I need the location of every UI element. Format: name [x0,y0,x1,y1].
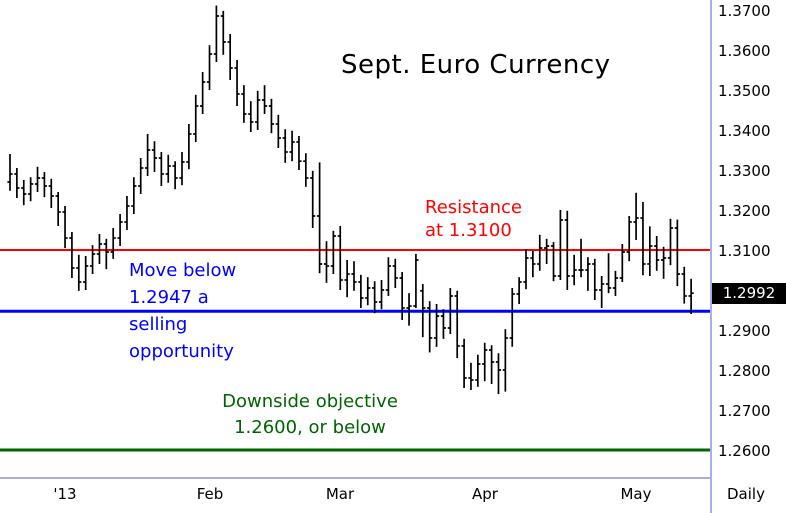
y-axis-label: 1.3200 [718,202,771,220]
time-axis: Daily '13 Feb Mar Apr May [0,478,786,513]
x-axis-label: Mar [325,485,355,503]
y-axis-label: 1.2900 [718,322,771,340]
plot-area: Sept. Euro Currency Resistance at 1.3100… [0,5,712,452]
axis-divider-horizontal [0,477,710,479]
last-price-badge: 1.2992 [712,283,786,304]
y-axis-label: 1.3300 [718,162,771,180]
y-axis-label: 1.3700 [718,2,771,20]
y-axis-label: 1.3600 [718,42,771,60]
objective-annotation-line2: 1.2600, or below [234,417,386,438]
ohlc-price-chart [0,5,712,452]
support-annotation-line3: selling [129,314,188,335]
price-axis: 1.2992 1.3700 1.3600 1.3500 1.3400 1.3300 1.3… [712,0,786,478]
x-axis-label: Feb [196,485,224,503]
support-annotation-line4: opportunity [129,341,234,362]
x-axis-label: May [620,485,652,503]
axis-divider-vertical [710,0,712,513]
support-annotation-line2: 1.2947 a [129,287,209,308]
y-axis-label: 1.2700 [718,402,771,420]
resistance-annotation: Resistance at 1.3100 [425,196,522,242]
support-annotation: Move below 1.2947 a selling opportunity [129,257,236,365]
chart-title: Sept. Euro Currency [341,50,611,80]
support-annotation-line1: Move below [129,260,237,281]
objective-annotation: Downside objective 1.2600, or below [149,389,471,441]
period-label: Daily [727,485,765,503]
x-axis-label: Apr [472,485,498,503]
y-axis-label: 1.2800 [718,362,771,380]
y-axis-label: 1.3100 [718,242,771,260]
x-axis-label: '13 [53,485,77,503]
resistance-annotation-line1: Resistance [425,197,522,218]
resistance-annotation-line2: at 1.3100 [425,220,512,241]
y-axis-label: 1.2600 [718,442,771,460]
y-axis-label: 1.3400 [718,122,771,140]
y-axis-label: 1.3500 [718,82,771,100]
objective-annotation-line1: Downside objective [222,391,398,412]
